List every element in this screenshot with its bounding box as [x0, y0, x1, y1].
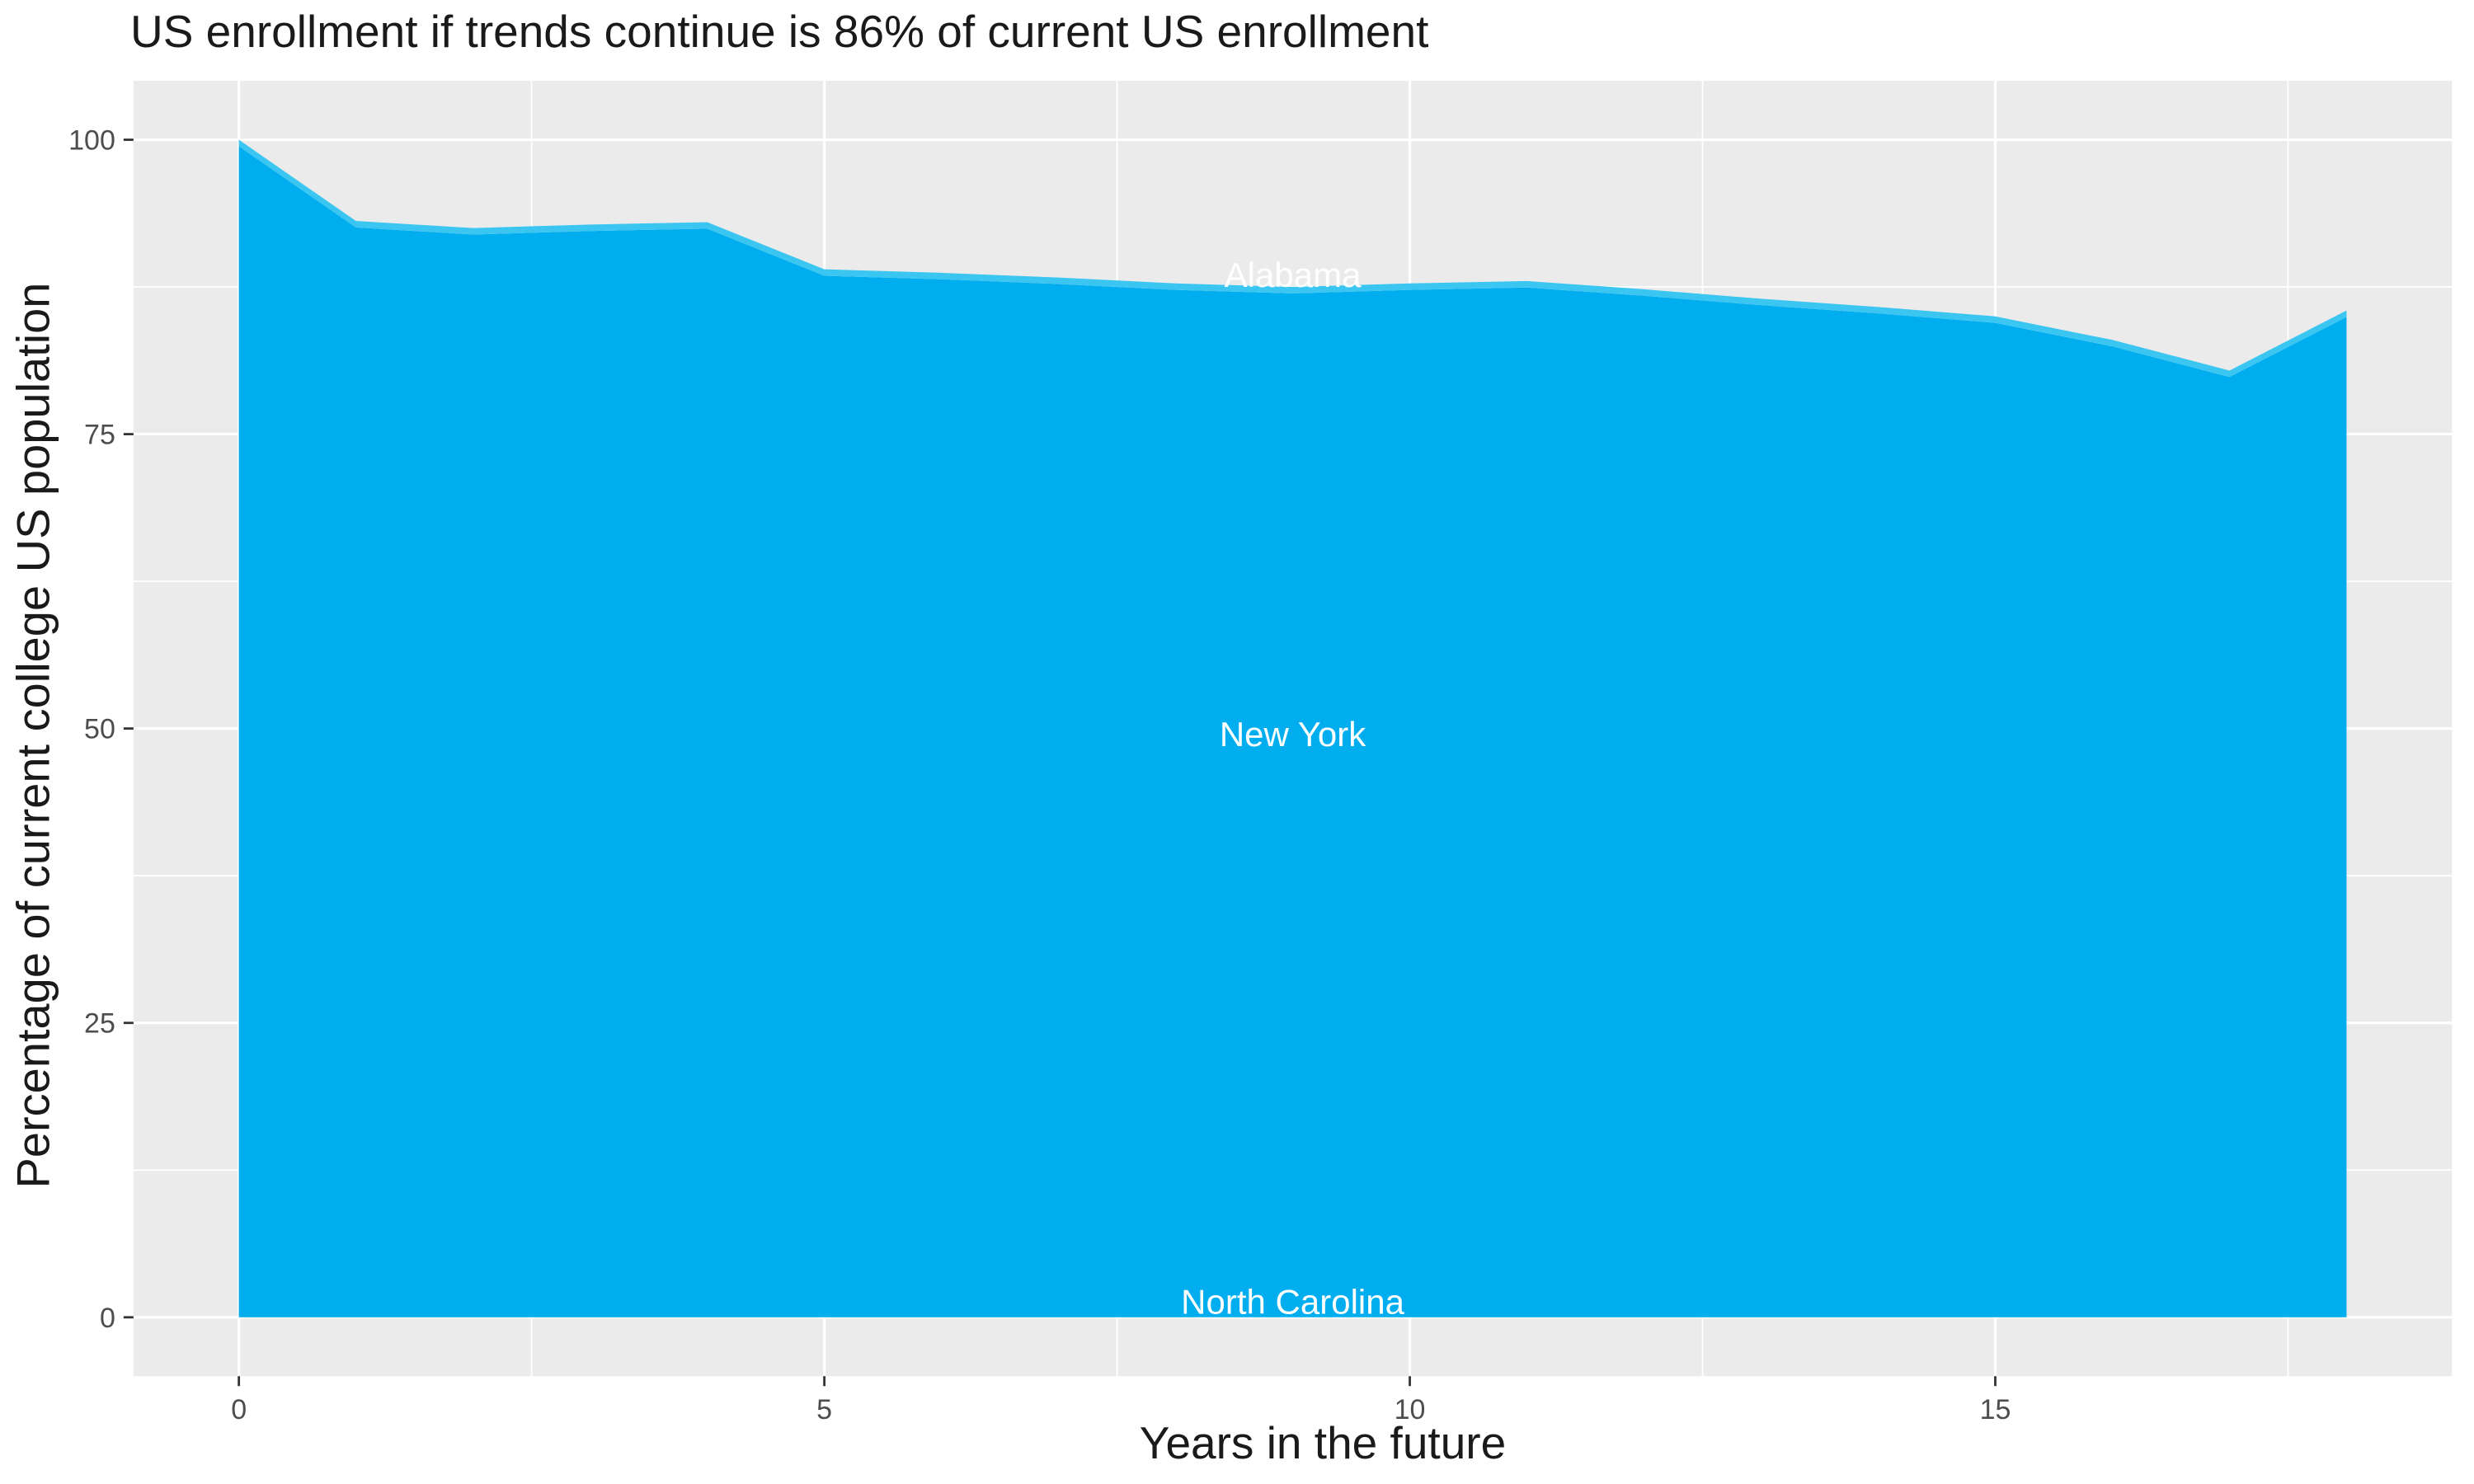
- svg-text:New York: New York: [1220, 715, 1366, 754]
- svg-text:10: 10: [1395, 1394, 1426, 1425]
- svg-text:Alabama: Alabama: [1225, 256, 1362, 294]
- svg-text:50: 50: [84, 714, 115, 745]
- svg-text:100: 100: [68, 125, 115, 157]
- svg-text:North Carolina: North Carolina: [1181, 1283, 1404, 1322]
- svg-text:0: 0: [100, 1303, 115, 1334]
- svg-text:25: 25: [84, 1008, 115, 1040]
- svg-text:15: 15: [1980, 1394, 2011, 1425]
- svg-text:75: 75: [84, 420, 115, 451]
- svg-text:5: 5: [816, 1394, 832, 1425]
- svg-text:0: 0: [231, 1394, 247, 1425]
